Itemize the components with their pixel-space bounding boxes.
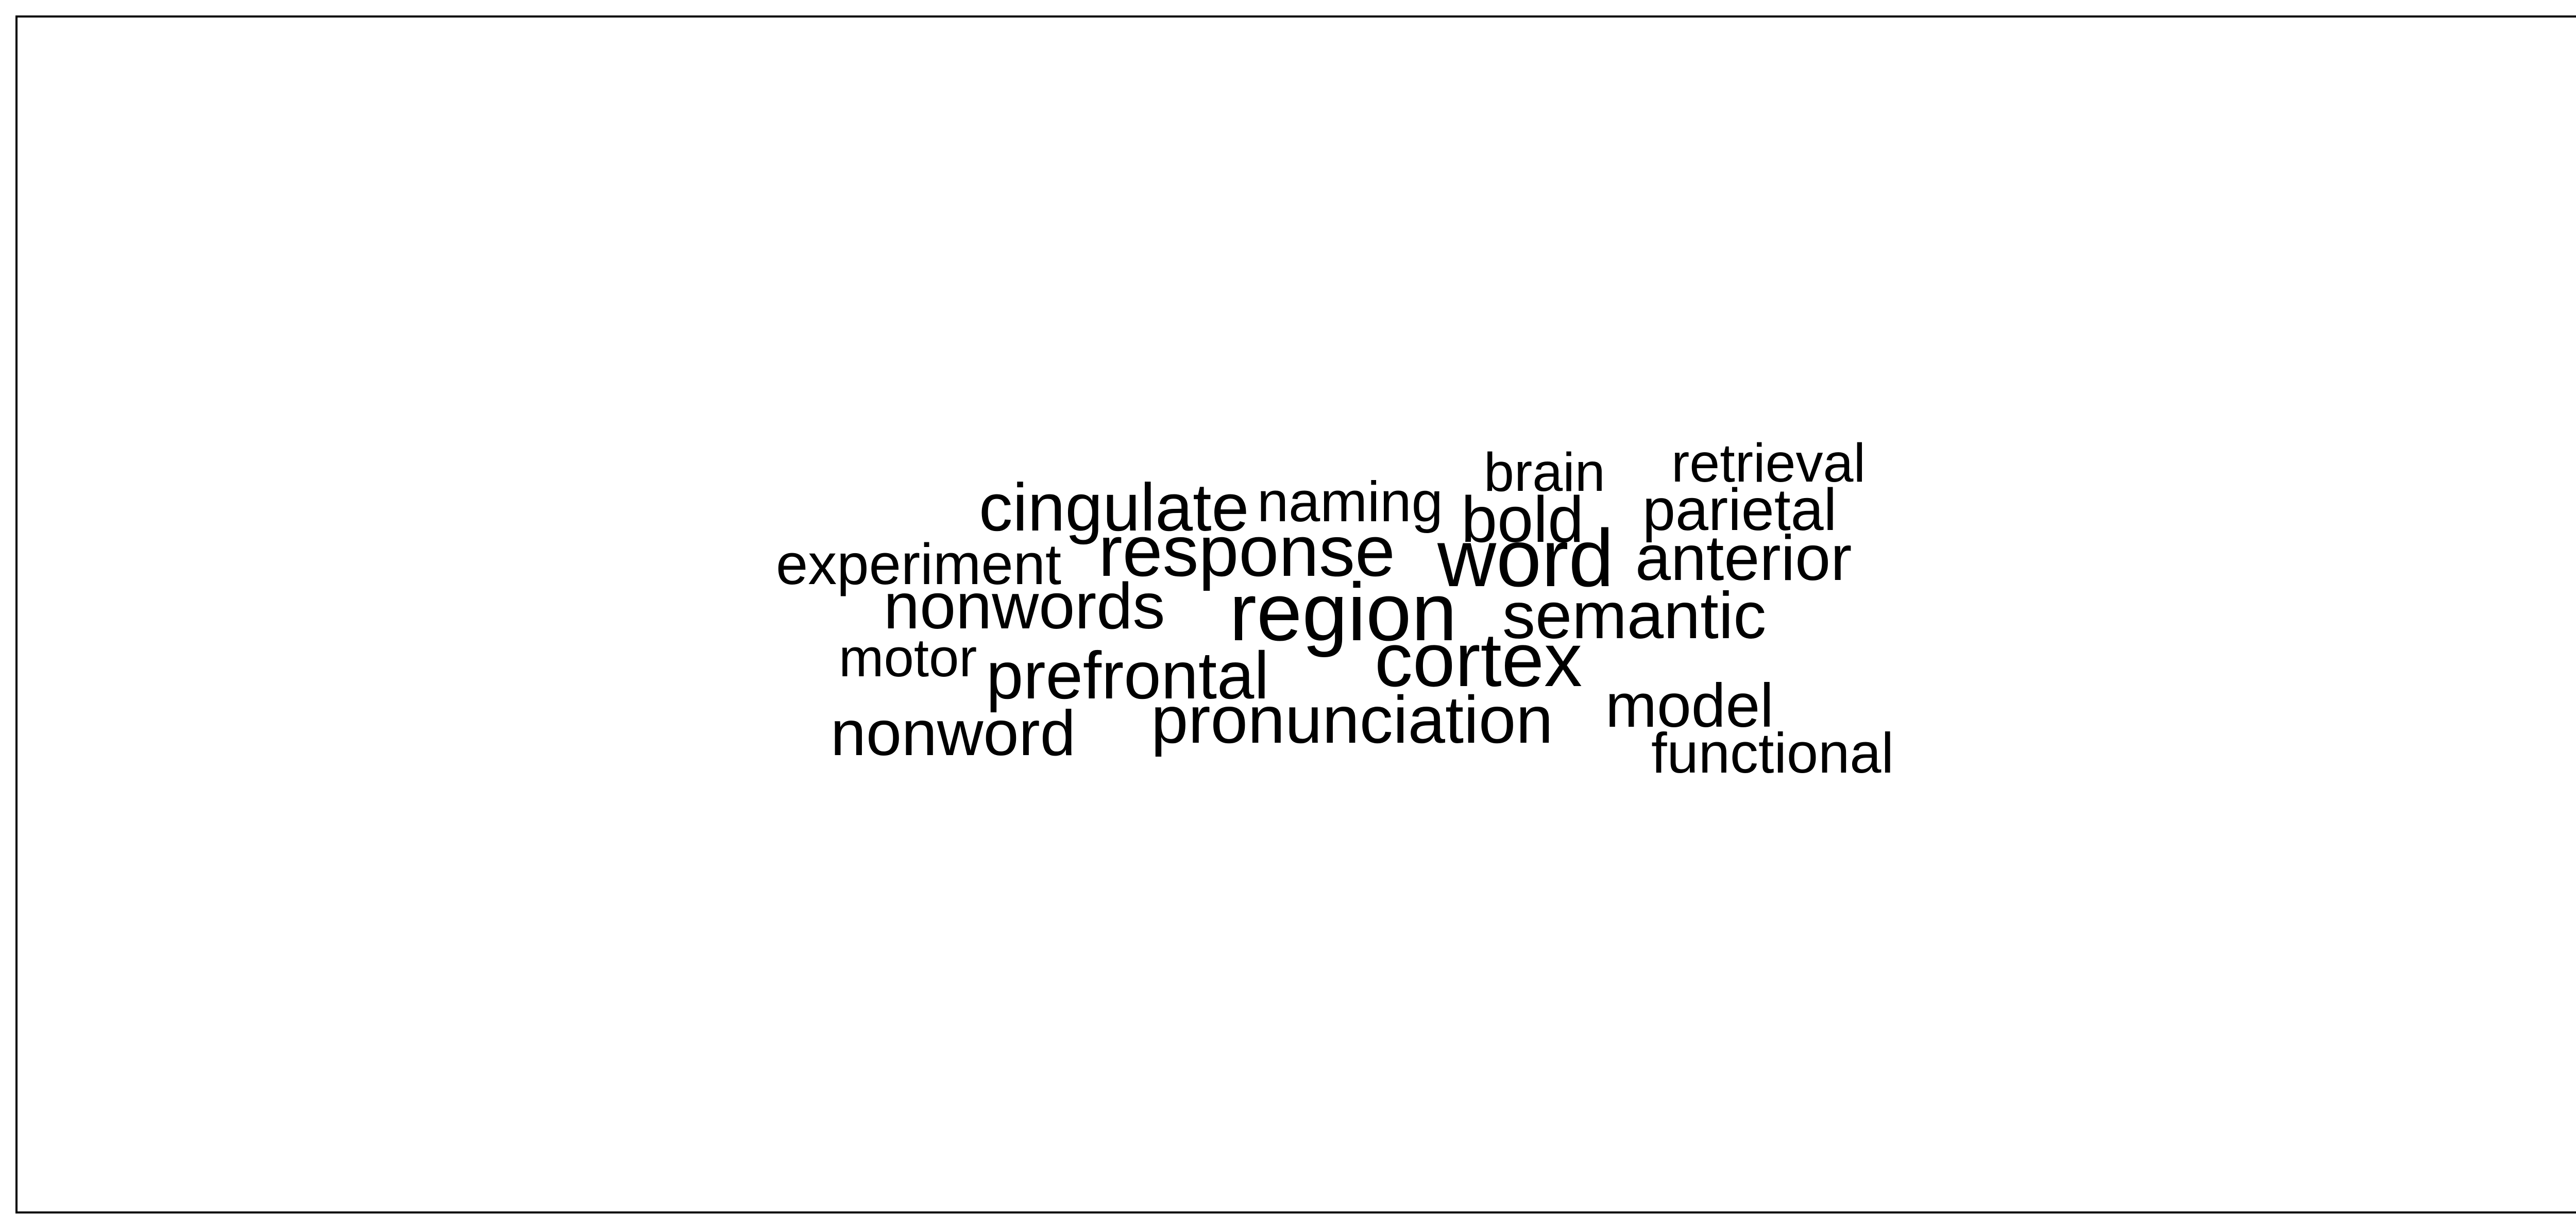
word-motor: motor <box>839 628 977 688</box>
word-retrieval: retrieval <box>1671 433 1866 493</box>
word-naming: naming <box>1257 470 1443 534</box>
word-word: word <box>1437 513 1614 604</box>
word-experiment: experiment <box>776 532 1062 596</box>
word-model: model <box>1605 671 1774 740</box>
plot-frame <box>15 15 2576 1213</box>
word-bold: bold <box>1461 483 1584 556</box>
word-region: region <box>1229 566 1457 658</box>
word-functional: functional <box>1651 722 1894 785</box>
word-brain: brain <box>1484 442 1605 503</box>
word-prefrontal: prefrontal <box>986 638 1269 713</box>
word-anterior: anterior <box>1635 523 1852 594</box>
word-cortex: cortex <box>1375 618 1583 703</box>
word-cingulate: cingulate <box>979 469 1249 545</box>
word-nonwords: nonwords <box>884 570 1165 642</box>
word-response: response <box>1098 510 1395 591</box>
word-semantic: semantic <box>1502 579 1767 653</box>
word-pronunciation: pronunciation <box>1151 682 1553 757</box>
word-parietal: parietal <box>1642 477 1837 543</box>
word-nonword: nonword <box>831 698 1076 769</box>
